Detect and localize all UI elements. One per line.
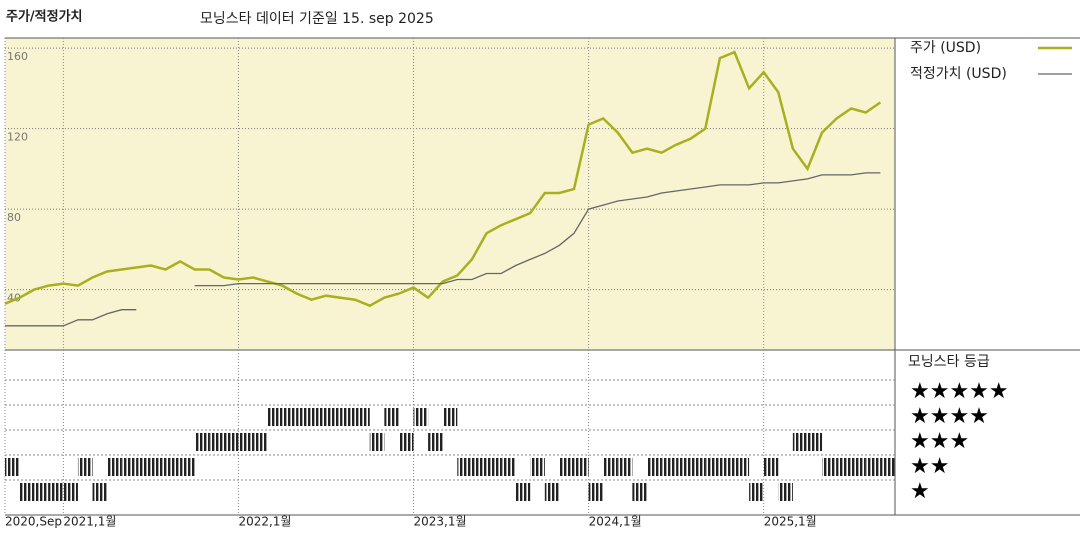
rating-label: ★★★★★ (910, 379, 1009, 404)
plot-background (5, 38, 895, 350)
rating-bar (267, 408, 283, 426)
rating-bar (355, 408, 370, 426)
rating-bar (588, 483, 604, 501)
rating-bar (763, 458, 779, 476)
rating-bar (501, 458, 516, 476)
rating-bar (77, 458, 93, 476)
rating-bar (836, 458, 852, 476)
rating-bar (676, 458, 691, 476)
rating-bar (19, 483, 35, 501)
rating-bar (457, 458, 472, 476)
rating-bar (413, 408, 429, 426)
rating-bar (530, 458, 545, 476)
rating-bar (851, 458, 866, 476)
rating-bar (574, 458, 589, 476)
rating-label: ★★★ (910, 429, 969, 454)
y-tick-label: 160 (7, 50, 28, 63)
rating-bar (792, 433, 808, 451)
rating-bar (822, 458, 837, 476)
rating-bar (5, 458, 20, 476)
section-title: 주가/적정가치 (6, 9, 83, 25)
x-tick-label: 2024,1월 (589, 515, 642, 529)
rating-bar (646, 458, 662, 476)
rating-bar (428, 433, 443, 451)
series-line (5, 172, 881, 327)
y-tick-label: 80 (7, 211, 21, 224)
y-tick-label: 120 (7, 131, 28, 144)
rating-bar (180, 458, 195, 476)
legend-label: 적정가치 (USD) (910, 66, 1007, 82)
rating-bar (282, 408, 297, 426)
rating-bar (442, 408, 458, 426)
rating-bar (471, 458, 487, 476)
x-tick-label: 2025,1월 (764, 515, 817, 529)
rating-bar (136, 458, 151, 476)
rating-bar (165, 458, 181, 476)
x-tick-label: 2021,1월 (63, 515, 116, 529)
rating-bar (209, 433, 224, 451)
rating-bar (253, 433, 268, 451)
rating-label: ★★★★ (910, 404, 989, 429)
rating-bar (661, 458, 677, 476)
rating-label: ★★ (910, 454, 949, 479)
rating-bar (632, 483, 647, 501)
rating-bar (150, 458, 166, 476)
rating-bar (223, 433, 239, 451)
rating-bar (194, 433, 210, 451)
x-tick-label: 2023,1월 (414, 515, 467, 529)
rating-bar (515, 483, 531, 501)
rating-bar (34, 483, 49, 501)
rating-bar (398, 433, 414, 451)
rating-bar (749, 483, 764, 501)
rating-bar (705, 458, 720, 476)
rating-bar (807, 433, 823, 451)
chart-title: 모닝스타 데이터 기준일 15. sep 2025 (200, 11, 434, 27)
series-line (4, 50, 882, 308)
rating-bar (63, 483, 78, 501)
rating-bar (48, 483, 64, 501)
x-tick-label: 2020,Sep (5, 515, 62, 529)
rating-bar (296, 408, 312, 426)
rating-bar (238, 433, 254, 451)
rating-bar (880, 458, 895, 476)
rating-bar (92, 483, 108, 501)
rating-bar (369, 433, 385, 451)
rating-bar (340, 408, 356, 426)
rating-bar (107, 458, 122, 476)
rating-bar (690, 458, 706, 476)
legend-label: 주가 (USD) (910, 40, 981, 56)
rating-bar (559, 458, 575, 476)
rating-bar (121, 458, 137, 476)
rating-bar (734, 458, 750, 476)
rating-bar (384, 408, 399, 426)
rating-bar (544, 483, 560, 501)
rating-label: ★ (910, 479, 930, 504)
rating-bar (325, 408, 341, 426)
rating-bar (486, 458, 502, 476)
rating-bar (617, 458, 633, 476)
rating-bar (719, 458, 735, 476)
rating-bar (603, 458, 618, 476)
rating-bar (778, 483, 793, 501)
rating-bar (865, 458, 881, 476)
x-tick-label: 2022,1월 (238, 515, 291, 529)
rating-bar (311, 408, 326, 426)
legend-title: 모닝스타 등급 (908, 354, 990, 370)
